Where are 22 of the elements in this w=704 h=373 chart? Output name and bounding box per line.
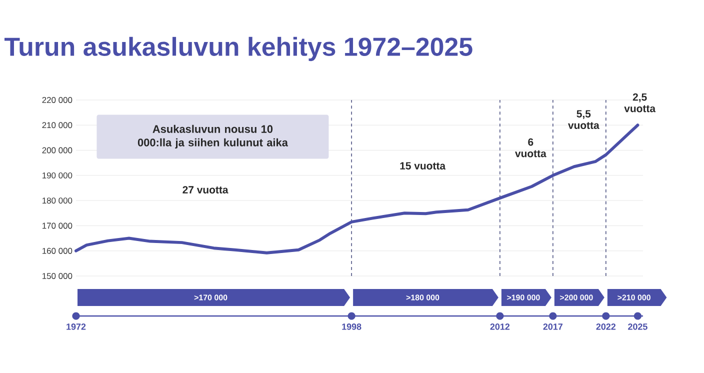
chart-title: Turun asukasluvun kehitys 1972–2025 xyxy=(4,36,472,62)
annotation: Asukasluvun nousu 10 000:lla ja siihen kulunut aika xyxy=(138,124,288,149)
annotation: 27 vuotta xyxy=(182,186,228,194)
annotation: 5,5 vuotta xyxy=(568,110,600,129)
y-tick-label: 210 000 xyxy=(42,122,72,128)
y-tick-label: 190 000 xyxy=(42,172,72,178)
annotation: 15 vuotta xyxy=(400,162,446,170)
x-tick-label: 2012 xyxy=(490,324,510,330)
x-tick-label: 2022 xyxy=(596,324,616,330)
x-tick-label: 2017 xyxy=(543,324,562,330)
x-tick-label: 1998 xyxy=(342,324,362,330)
y-tick-label: 220 000 xyxy=(42,97,72,103)
line-series xyxy=(74,124,640,254)
x-tick-label: 2025 xyxy=(628,324,648,330)
y-tick-label: 170 000 xyxy=(42,222,72,229)
y-tick-label: 150 000 xyxy=(42,273,72,279)
x-tick-label: 1972 xyxy=(66,324,86,330)
y-tick-label: 160 000 xyxy=(42,248,72,254)
y-tick-label: 200 000 xyxy=(42,147,72,154)
y-tick-label: 180 000 xyxy=(42,198,72,204)
annotation: 6 vuotta xyxy=(515,138,546,158)
annotation: 2,5 vuotta xyxy=(624,93,656,112)
